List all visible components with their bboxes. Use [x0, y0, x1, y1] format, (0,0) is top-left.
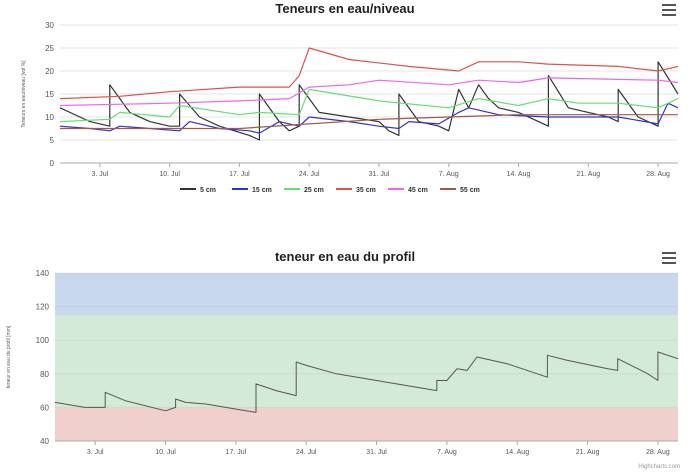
x-tick-label: 3. Jul — [92, 171, 109, 178]
x-tick-label: 21. Aug — [576, 171, 600, 178]
x-tick-label: 21. Aug — [576, 449, 600, 456]
x-tick-label: 24. Jul — [299, 171, 320, 178]
y-axis-title: Teneurs en eau/niveau [vol %] — [21, 60, 27, 128]
series-line-55-cm — [60, 114, 678, 130]
x-tick-label: 17. Jul — [226, 449, 247, 456]
profile-water-content-chart: teneur en eau du profil 40 60 80 100 120 140 3… — [0, 240, 690, 472]
legend-item-label: 5 cm — [200, 187, 216, 194]
x-tick-label: 17. Jul — [229, 171, 250, 178]
x-tick-label: 7. Aug — [439, 171, 459, 178]
y-tick-label: 30 — [45, 21, 54, 30]
x-tick-label: 10. Jul — [155, 449, 176, 456]
series-line-35-cm — [59, 47, 679, 100]
x-tick-label: 14. Aug — [507, 171, 531, 178]
y-tick-label: 40 — [40, 437, 49, 446]
x-tick-label: 28. Aug — [646, 171, 670, 178]
credits-label[interactable]: Highcharts.com — [638, 464, 680, 470]
y-tick-label: 15 — [45, 90, 54, 99]
hamburger-menu-icon[interactable] — [662, 4, 676, 16]
water-content-level-chart: Teneurs en eau/niveau 0 5 10 15 20 25 30 3. Jul… — [0, 0, 690, 205]
legend-item-label: 25 cm — [304, 187, 324, 194]
series-line-25-cm — [59, 88, 679, 123]
y-tick-label: 80 — [40, 370, 49, 379]
x-tick-label: 31. Jul — [366, 449, 387, 456]
plot-band — [55, 273, 678, 315]
y-tick-label: 60 — [40, 403, 49, 412]
x-tick-label: 3. Jul — [87, 449, 104, 456]
chart-title: Teneurs en eau/niveau — [275, 1, 415, 16]
x-tick-label: 28. Aug — [646, 449, 670, 456]
plot-band — [55, 407, 678, 441]
x-tick-label: 31. Jul — [369, 171, 390, 178]
chart-plot: 40 60 80 100 120 140 3. Jul 10. Jul 17. Jul 24. J… — [6, 269, 679, 456]
x-tick-label: 24. Jul — [296, 449, 317, 456]
y-tick-label: 25 — [45, 44, 54, 53]
hamburger-menu-icon[interactable] — [662, 252, 676, 264]
chart-plot: 0 5 10 15 20 25 30 3. Jul 10. Jul 17. Jul 24. Jul 3… — [21, 21, 679, 194]
chart-title: teneur en eau du profil — [274, 249, 416, 264]
y-tick-label: 20 — [45, 67, 54, 76]
legend-item-label: 55 cm — [460, 187, 480, 194]
series-line-45-cm — [59, 77, 679, 107]
plot-band — [55, 315, 678, 408]
y-tick-label: 5 — [50, 136, 55, 145]
x-tick-label: 10. Jul — [159, 171, 180, 178]
legend-item-label: 15 cm — [252, 187, 272, 194]
series-line-5-cm — [59, 61, 679, 141]
x-tick-label: 7. Aug — [437, 449, 457, 456]
x-tick-label: 14. Aug — [505, 449, 529, 456]
series-line-profile — [54, 351, 679, 413]
y-axis-title: teneur en eau du profil [mm] — [6, 325, 12, 388]
legend-item-label: 45 cm — [408, 187, 428, 194]
y-tick-label: 120 — [36, 303, 50, 312]
legend-item-label: 35 cm — [356, 187, 376, 194]
y-tick-label: 140 — [36, 269, 50, 278]
y-tick-label: 0 — [50, 159, 55, 168]
y-tick-label: 10 — [45, 113, 54, 122]
y-tick-label: 100 — [36, 336, 50, 345]
